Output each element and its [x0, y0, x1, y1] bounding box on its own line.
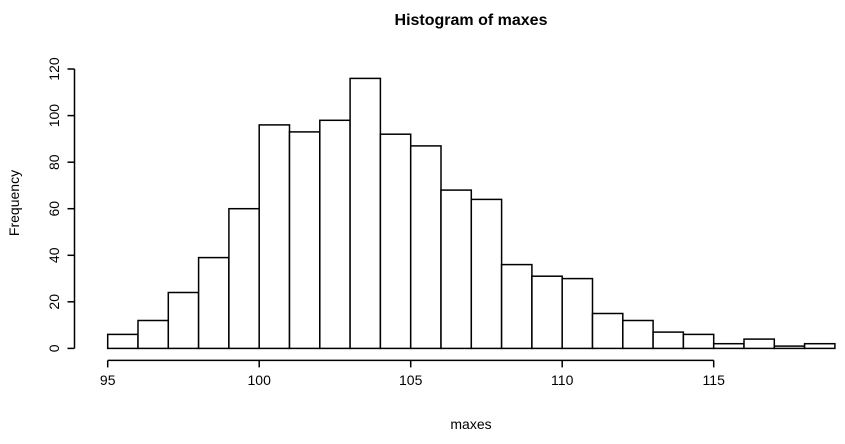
- y-axis-label: Frequency: [6, 169, 22, 237]
- x-tick-label: 115: [703, 372, 726, 388]
- y-tick-label: 120: [46, 57, 62, 81]
- histogram-bar: [197, 256, 230, 350]
- x-axis-label: maxes: [450, 416, 492, 432]
- y-tick-label: 100: [46, 104, 62, 128]
- histogram-bar: [106, 333, 139, 350]
- histogram-bar: [500, 263, 533, 350]
- x-tick-label: 100: [248, 372, 272, 388]
- x-tick-label: 110: [551, 372, 574, 388]
- histogram-bar: [561, 277, 594, 350]
- histogram-bar: [379, 133, 412, 350]
- histogram-bar: [409, 145, 442, 350]
- histogram-bar: [319, 119, 351, 350]
- histogram-bar: [137, 319, 170, 350]
- histogram-bar: [591, 312, 624, 350]
- histogram-bar: [167, 291, 200, 350]
- histogram-bar: [803, 342, 836, 350]
- histogram-bar: [712, 342, 745, 350]
- histogram-bar: [258, 124, 291, 350]
- y-tick-label: 20: [46, 294, 62, 310]
- histogram-bar: [470, 198, 503, 350]
- x-tick-label: 95: [100, 372, 116, 388]
- y-tick-label: 0: [46, 344, 62, 352]
- y-tick-label: 60: [46, 201, 62, 217]
- histogram-bar: [773, 345, 806, 350]
- x-tick-label: 105: [399, 372, 423, 388]
- y-tick-label: 80: [46, 154, 62, 170]
- histogram-bar: [440, 189, 473, 350]
- histogram-bar: [531, 275, 563, 350]
- histogram-bar: [288, 131, 321, 350]
- histogram-bar: [228, 207, 260, 350]
- chart-title: Histogram of maxes: [394, 12, 548, 29]
- y-tick-label: 40: [46, 247, 62, 263]
- histogram-bar: [743, 338, 776, 350]
- histogram-bar: [652, 331, 685, 350]
- histogram-bar: [682, 333, 715, 350]
- histogram-bar: [622, 319, 654, 350]
- histogram-bar: [349, 77, 382, 350]
